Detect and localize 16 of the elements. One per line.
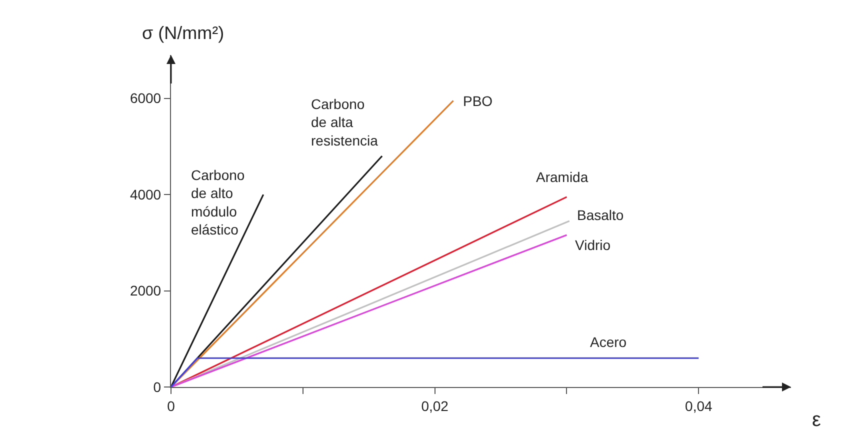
x-axis-title: ε bbox=[812, 409, 821, 431]
x-tick-label: 0,02 bbox=[421, 398, 449, 414]
x-tick-label: 0,04 bbox=[685, 398, 712, 414]
series-label: Basalto bbox=[577, 207, 624, 223]
series-label: Carbono de alta resistencia bbox=[311, 96, 378, 148]
series-label: PBO bbox=[463, 93, 493, 109]
series-label: Carbono de alto módulo elástico bbox=[191, 167, 245, 238]
y-tick-label: 0 bbox=[153, 378, 162, 395]
x-tick-label: 0 bbox=[167, 398, 176, 414]
y-axis-title: σ (N/mm²) bbox=[142, 23, 224, 43]
y-tick-label: 2000 bbox=[130, 282, 162, 299]
series-label: Vidrio bbox=[575, 237, 611, 253]
series-label: Aramida bbox=[536, 169, 588, 185]
y-tick-label: 4000 bbox=[130, 186, 162, 202]
y-tick-label: 6000 bbox=[130, 90, 162, 106]
series-label: Acero bbox=[590, 334, 627, 350]
